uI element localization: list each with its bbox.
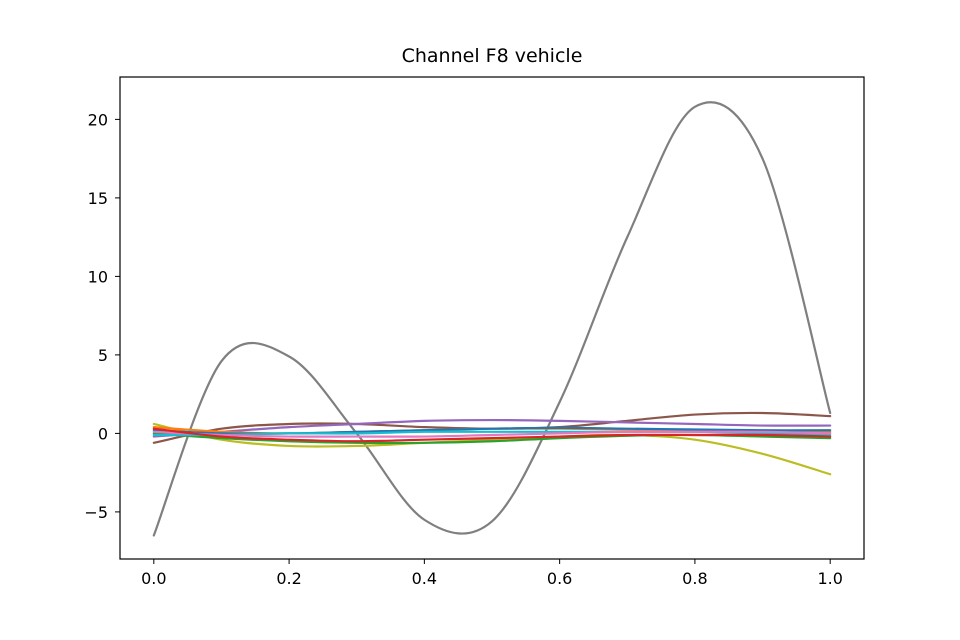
x-tick-label: 1.0 bbox=[817, 569, 842, 588]
series-line-4 bbox=[152, 422, 832, 476]
y-tick-label: 0 bbox=[98, 424, 108, 443]
y-tick-label: 15 bbox=[88, 189, 108, 208]
axes-layer: 0.0 0.2 0.4 0.6 0.8 1.0 −5 0 5 10 15 20 bbox=[84, 76, 865, 588]
x-tick-label: 0.2 bbox=[276, 569, 301, 588]
series-line-10 bbox=[152, 427, 832, 443]
y-tick-label: −5 bbox=[84, 503, 108, 522]
y-tick-label: 20 bbox=[88, 110, 108, 129]
x-tick-label: 0.8 bbox=[682, 569, 707, 588]
x-tick-label: 0.4 bbox=[412, 569, 437, 588]
series-line-1 bbox=[152, 101, 832, 537]
y-tick-label: 10 bbox=[88, 267, 108, 286]
y-tick-label: 5 bbox=[98, 346, 108, 365]
series-line-9 bbox=[152, 430, 832, 438]
series-line-3 bbox=[152, 418, 832, 438]
x-tick-label: 0.6 bbox=[547, 569, 572, 588]
plot-frame bbox=[119, 76, 865, 560]
series-layer bbox=[152, 101, 832, 537]
x-tick-label: 0.0 bbox=[141, 569, 166, 588]
chart-title: Channel F8 vehicle bbox=[402, 45, 583, 67]
